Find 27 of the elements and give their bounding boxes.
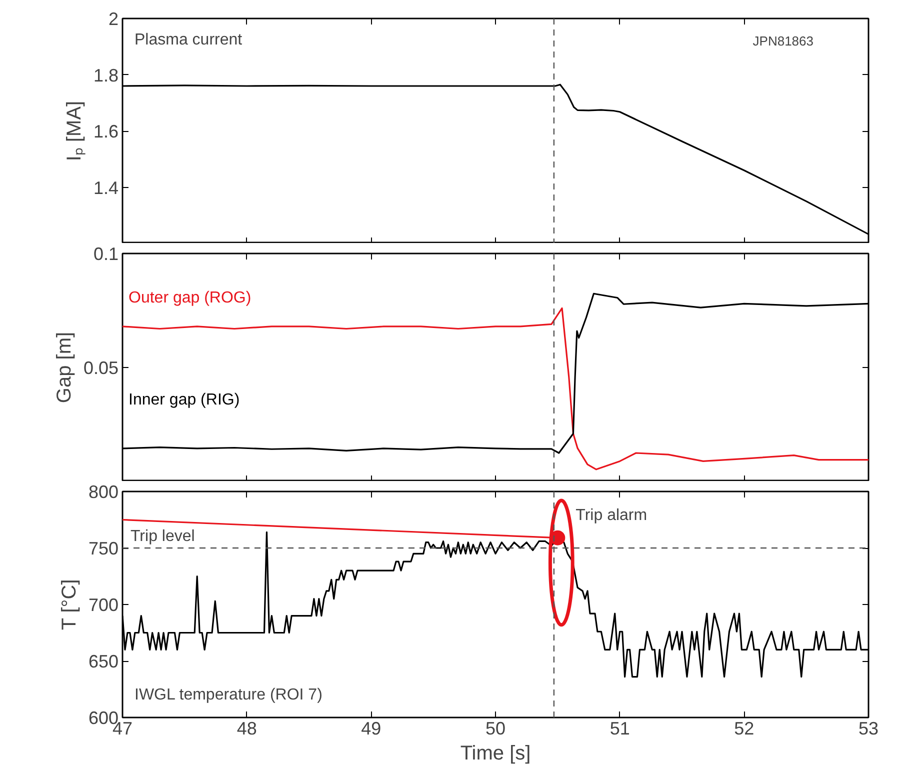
y-axis-title: Iₚ [MA]	[63, 100, 86, 162]
ref-line-label: Trip level	[130, 528, 195, 545]
y-tick-label: 750	[88, 538, 119, 558]
annotation: Plasma current	[134, 32, 243, 48]
annotation: IWGL temperature (ROI 7)	[134, 686, 322, 704]
text: Inner gap (RIG)	[128, 391, 240, 408]
y-axis-title: T [°C]	[58, 579, 80, 630]
x-tick-label: 48	[236, 718, 257, 738]
y-tick-label: 800	[88, 482, 119, 502]
y-tick-label: 1.4	[93, 178, 119, 198]
y-axis-title: Gap [m]	[53, 332, 76, 404]
x-tick-label: 51	[610, 718, 630, 738]
x-tick-label: 50	[485, 718, 506, 738]
x-tick-label: 52	[734, 718, 754, 738]
y-tick-label: 700	[88, 595, 119, 615]
y-tick-label: 1.8	[93, 65, 119, 86]
series-label: Outer gap (ROG)	[128, 289, 252, 306]
annotation: Trip alarm	[576, 506, 648, 524]
x-tick-label: 53	[858, 718, 879, 738]
y-tick-label: 1.6	[93, 122, 119, 142]
x-tick-label: 49	[361, 718, 382, 738]
y-tick-label: 0.05	[83, 358, 119, 378]
y-tick-label: 0.1	[93, 244, 119, 264]
x-axis-title: Time [s]	[460, 742, 531, 764]
y-tick-label: 650	[88, 652, 119, 672]
annotation: JPN81863	[752, 34, 814, 48]
y-tick-label: 2	[108, 9, 119, 29]
